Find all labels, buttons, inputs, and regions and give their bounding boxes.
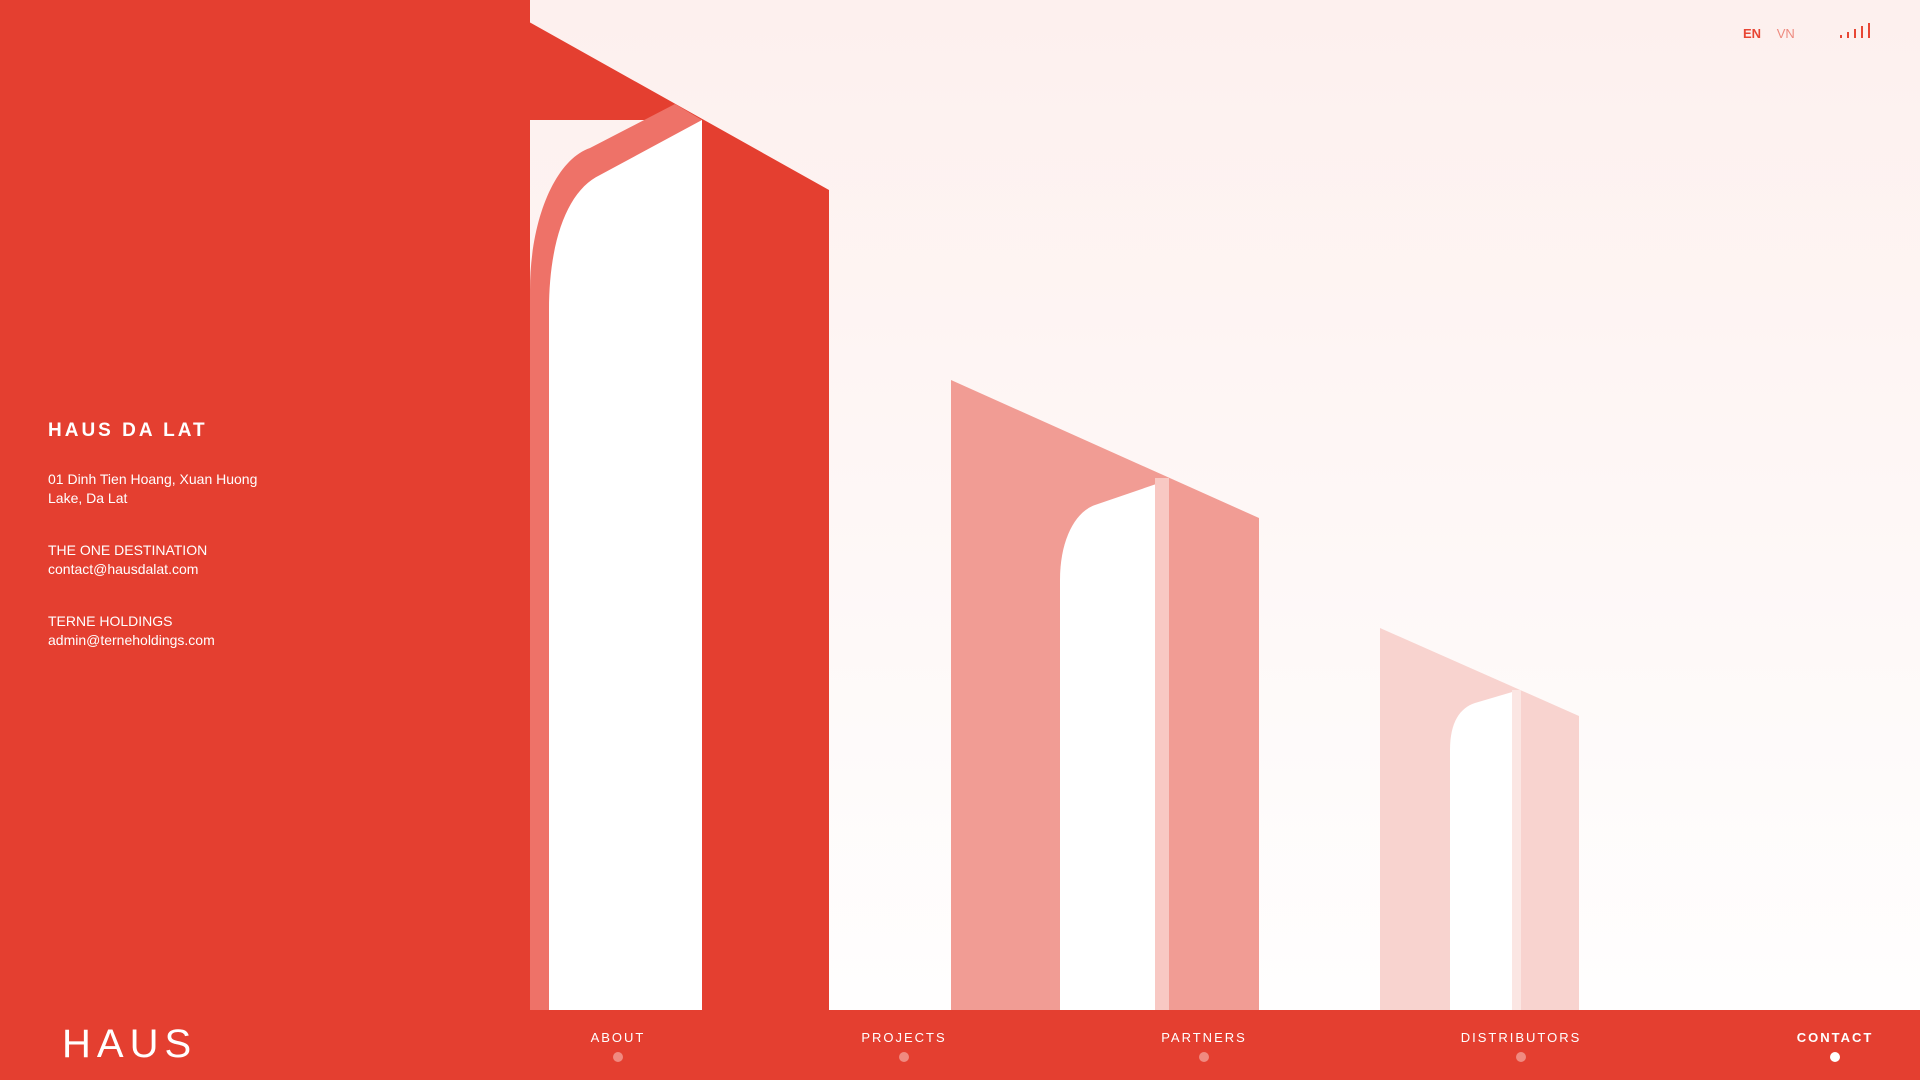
lang-en-button[interactable]: EN [1743,26,1762,41]
big-arch-opening [549,120,702,1010]
address-line-1: 01 Dinh Tien Hoang, Xuan Huong [48,471,258,487]
nav-about-label: ABOUT [590,1030,646,1045]
sound-toggle-icon[interactable] [1838,22,1874,40]
sound-bar [1840,35,1842,38]
destination-email-link[interactable]: contact@hausdalat.com [48,561,199,577]
nav-projects-label: PROJECTS [861,1030,947,1045]
nav-distributors[interactable]: DISTRIBUTORS [1441,1030,1601,1062]
nav-about[interactable]: ABOUT [538,1030,698,1062]
nav-projects[interactable]: PROJECTS [824,1030,984,1062]
holdings-label: TERNE HOLDINGS [48,613,173,629]
big-arch-rim [530,104,702,1010]
nav-dot-icon [1516,1052,1526,1062]
contact-info: HAUS DA LAT 01 Dinh Tien Hoang, Xuan Huo… [48,420,468,683]
destination-block: THE ONE DESTINATION contact@hausdalat.co… [48,541,468,579]
holdings-email-link[interactable]: admin@terneholdings.com [48,632,215,648]
nav-contact[interactable]: CONTACT [1755,1030,1915,1062]
sound-bar [1861,26,1863,38]
nav-contact-label: CONTACT [1796,1030,1874,1045]
nav-partners[interactable]: PARTNERS [1124,1030,1284,1062]
nav-distributors-label: DISTRIBUTORS [1460,1030,1582,1045]
nav-dot-active-icon [1830,1052,1840,1062]
destination-label: THE ONE DESTINATION [48,542,208,558]
sound-bar [1854,29,1856,38]
footer-bar: HAUS ABOUT PROJECTS PARTNERS DISTRIBUTOR… [0,1010,1920,1080]
address-block: 01 Dinh Tien Hoang, Xuan Huong Lake, Da … [48,470,468,508]
page-title: HAUS DA LAT [48,420,208,441]
sound-bar [1868,23,1870,38]
holdings-block: TERNE HOLDINGS admin@terneholdings.com [48,612,468,650]
medium-arch-opening [1060,480,1168,1010]
nav-dot-icon [899,1052,909,1062]
haus-logo[interactable]: HAUS [62,1022,198,1066]
small-arch-opening [1450,690,1519,1010]
nav-partners-label: PARTNERS [1161,1030,1247,1045]
language-switcher: EN VN [1743,26,1807,41]
nav-dot-icon [1199,1052,1209,1062]
sound-bar [1847,32,1849,38]
nav-dot-icon [613,1052,623,1062]
address-line-2: Lake, Da Lat [48,490,128,506]
lang-vn-button[interactable]: VN [1776,26,1795,41]
